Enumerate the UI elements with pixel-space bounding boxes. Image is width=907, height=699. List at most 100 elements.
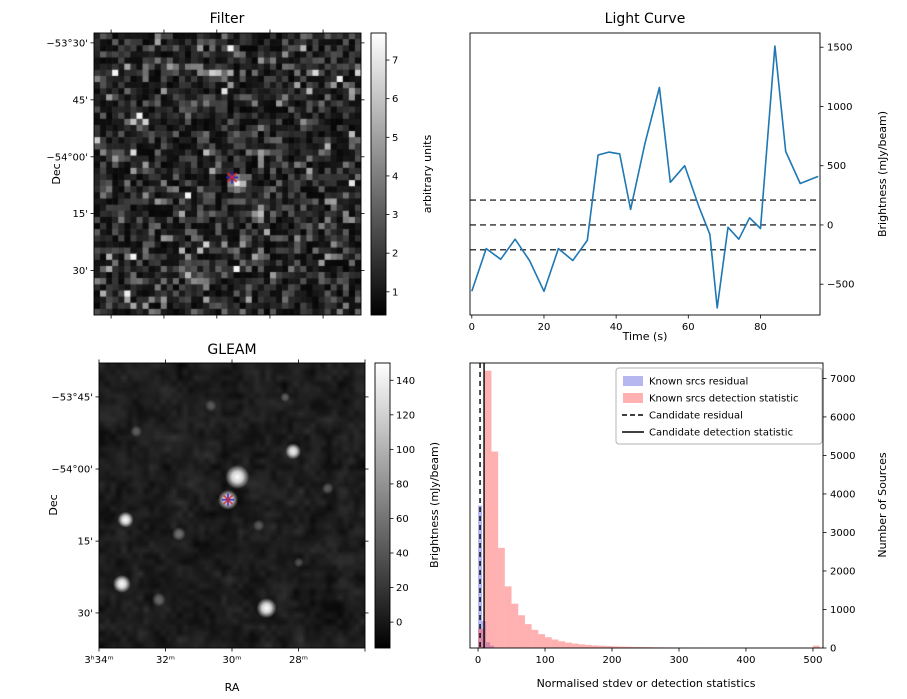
lc-xtick-label: 40 xyxy=(610,322,623,333)
hist-xtick-label: 100 xyxy=(535,655,554,666)
hist-ytick-label: 4000 xyxy=(830,489,855,500)
hist-xtick-label: 400 xyxy=(736,655,755,666)
colorbar-tick-label: 7 xyxy=(392,56,398,67)
hist-bar-detection xyxy=(638,647,646,648)
colorbar-frame xyxy=(374,362,391,649)
colorbar-tick-label: 80 xyxy=(396,479,409,490)
light-curve-frame xyxy=(469,32,821,316)
light-curve-title: Light Curve xyxy=(605,11,686,27)
gleam-image xyxy=(99,363,365,648)
filter-axes: −53°30' 45' −54°00' 15' 30' 1 2 3 4 5 6 7 xyxy=(46,29,398,319)
histogram-axes: 0 100 200 300 400 500010002000300040005000600… xyxy=(469,362,855,666)
gleam-ytick-label: −54°00' xyxy=(51,465,93,476)
filter-ytick-label: −54°00' xyxy=(46,152,88,163)
hist-bar-detection xyxy=(605,646,613,648)
gleam-xtick-label: 28ᵐ xyxy=(289,655,308,666)
hist-bar-detection xyxy=(571,643,579,648)
hist-bar-detection xyxy=(551,639,559,648)
gleam-ytick-label: 15' xyxy=(78,537,93,548)
hist-bar-detection xyxy=(812,645,820,648)
light-curve-line xyxy=(471,45,819,309)
hist-bar-detection xyxy=(518,615,525,648)
colorbar-tick-label: 3 xyxy=(392,210,398,221)
hist-bar-detection xyxy=(558,641,566,648)
filter-image xyxy=(94,33,361,315)
hist-ytick-label: 1000 xyxy=(830,605,855,616)
gleam-title: GLEAM xyxy=(207,342,256,358)
hist-ytick-label: 6000 xyxy=(830,412,855,423)
colorbar-tick-label: 5 xyxy=(392,133,398,144)
lc-ytick-label: 1000 xyxy=(827,102,852,113)
gleam-xtick-label: 32ᵐ xyxy=(156,655,175,666)
hist-bar-detection xyxy=(625,646,633,648)
colorbar-tick-label: 6 xyxy=(392,94,398,105)
colorbar-tick-label: 140 xyxy=(396,376,415,387)
gleam-axes: −53°45' −54°00' 15' 30' 3ʰ34ᵐ 32ᵐ 30ᵐ 28ᵐ 0 20 40 6… xyxy=(51,359,415,666)
colorbar-tick-label: 0 xyxy=(396,618,402,629)
hist-bar-detection xyxy=(632,646,639,648)
colorbar-tick-label: 120 xyxy=(396,410,415,421)
lc-xtick-label: 80 xyxy=(754,322,767,333)
hist-bar-detection xyxy=(491,451,499,648)
filter-colorbar-label: arbitrary units xyxy=(421,135,434,214)
gleam-ylabel: Dec xyxy=(47,494,60,515)
legend-patch xyxy=(623,393,643,403)
hist-bar-detection xyxy=(598,645,606,648)
filter-frame xyxy=(93,32,362,316)
hist-ytick-label: 3000 xyxy=(830,528,855,539)
hist-bar-detection xyxy=(498,547,505,648)
hist-bar-detection xyxy=(484,370,492,648)
hist-ytick-label: 5000 xyxy=(830,451,855,462)
colorbar-tick-label: 1 xyxy=(392,287,398,298)
hist-bar-detection xyxy=(612,646,619,648)
legend-label: Known srcs residual xyxy=(649,377,748,388)
hist-bar-detection xyxy=(585,644,592,648)
legend-box xyxy=(615,367,823,445)
lc-xtick-label: 60 xyxy=(682,322,695,333)
lc-ytick-label: −500 xyxy=(827,280,854,291)
colorbar-tick-label: 60 xyxy=(396,514,409,525)
legend-label: Candidate residual xyxy=(649,411,743,422)
legend-patch xyxy=(623,376,643,386)
gleam-xtick-label: 3ʰ34ᵐ xyxy=(84,655,113,666)
hist-bar-residual xyxy=(490,645,495,648)
lc-ytick-label: 500 xyxy=(827,161,846,172)
legend-label: Known srcs detection statistic xyxy=(649,394,798,405)
hist-xtick-label: 500 xyxy=(803,655,822,666)
lc-ytick-label: 0 xyxy=(827,220,833,231)
histogram-ylabel: Number of Sources xyxy=(876,452,889,558)
hist-bar-residual xyxy=(486,642,491,648)
colorbar-frame xyxy=(370,32,387,316)
hist-bar-residual xyxy=(478,505,483,648)
light-curve-ylabel: Brightness (mJy/beam) xyxy=(876,111,889,237)
hist-bar-detection xyxy=(565,642,572,648)
hist-bar-detection xyxy=(524,624,532,648)
colorbar-tick-label: 40 xyxy=(396,549,409,560)
filter-ytick-label: 15' xyxy=(73,209,88,220)
colorbar xyxy=(375,363,390,648)
filter-title: Filter xyxy=(210,11,245,27)
hist-bar-detection xyxy=(504,586,512,648)
hist-ytick-label: 0 xyxy=(830,644,836,655)
colorbar-tick-label: 2 xyxy=(392,249,398,260)
gleam-xlabel: RA xyxy=(225,681,240,694)
gleam-frame xyxy=(98,362,366,649)
light-curve-xlabel: Time (s) xyxy=(622,330,668,343)
filter-ytick-label: 30' xyxy=(73,266,88,277)
hist-bar-detection xyxy=(618,646,626,648)
legend-label: Candidate detection statistic xyxy=(649,428,793,439)
lc-xtick-label: 20 xyxy=(538,322,551,333)
colorbar-tick-label: 4 xyxy=(392,171,398,182)
lc-xtick-label: 0 xyxy=(469,322,475,333)
colorbar xyxy=(371,33,386,315)
lc-ytick-label: 1500 xyxy=(827,43,852,54)
hist-bar-detection xyxy=(531,629,539,648)
hist-bar-detection xyxy=(591,645,599,648)
colorbar-tick-label: 100 xyxy=(396,445,415,456)
hist-bar-detection xyxy=(478,628,485,648)
legend: Known srcs residual Known srcs detection … xyxy=(615,367,823,445)
filter-ylabel: Dec xyxy=(50,163,63,184)
gleam-ytick-label: 30' xyxy=(78,608,93,619)
